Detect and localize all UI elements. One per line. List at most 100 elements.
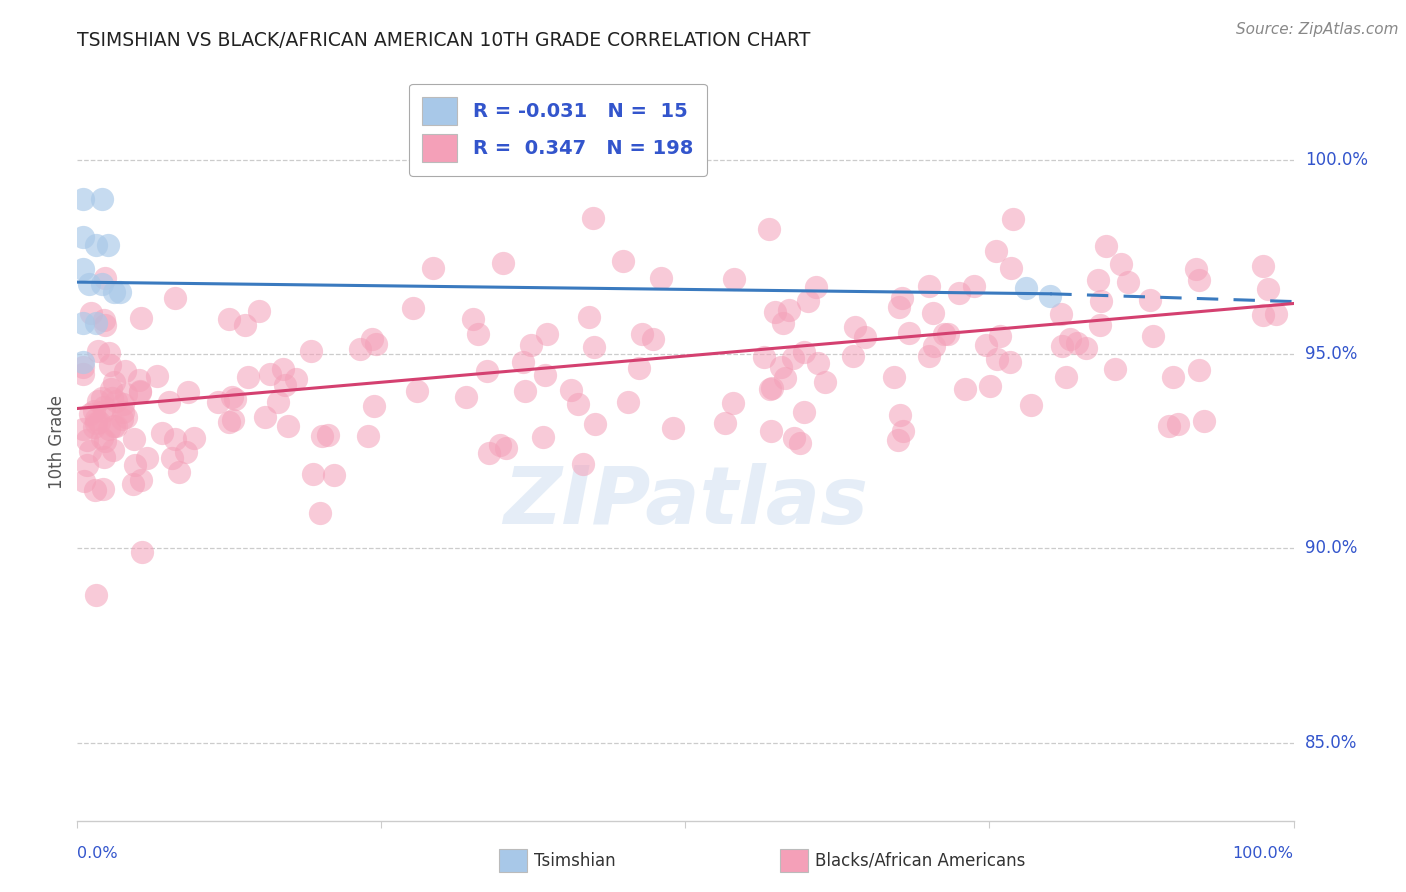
Point bbox=[131, 545, 153, 559]
Point bbox=[405, 384, 427, 398]
Point bbox=[918, 349, 941, 363]
Point bbox=[285, 372, 308, 386]
Text: ZIPatlas: ZIPatlas bbox=[503, 463, 868, 541]
Point bbox=[98, 421, 121, 435]
Point bbox=[512, 354, 534, 368]
Point bbox=[1257, 283, 1279, 297]
Point bbox=[1066, 336, 1088, 351]
Point bbox=[887, 433, 910, 447]
Point bbox=[311, 428, 333, 442]
Point bbox=[793, 404, 815, 418]
Point bbox=[1054, 370, 1077, 384]
Point bbox=[814, 376, 837, 390]
Y-axis label: 10th Grade: 10th Grade bbox=[48, 394, 66, 489]
Point bbox=[91, 431, 114, 445]
Point bbox=[222, 413, 245, 427]
Point bbox=[224, 392, 246, 406]
Point bbox=[76, 433, 98, 447]
Point bbox=[467, 327, 489, 342]
Point bbox=[582, 211, 605, 225]
Point bbox=[1184, 261, 1206, 276]
Point bbox=[97, 238, 120, 252]
Point bbox=[1090, 294, 1112, 309]
Point bbox=[853, 330, 876, 344]
Point bbox=[772, 316, 794, 330]
Point bbox=[349, 343, 371, 357]
Point bbox=[402, 301, 425, 316]
Point bbox=[782, 351, 804, 366]
FancyBboxPatch shape bbox=[780, 849, 808, 872]
Point bbox=[100, 359, 122, 373]
Text: Tsimshian: Tsimshian bbox=[534, 852, 616, 870]
Point bbox=[128, 373, 150, 387]
Point bbox=[135, 451, 157, 466]
Point bbox=[80, 306, 103, 320]
Point bbox=[612, 254, 634, 268]
Point bbox=[129, 384, 152, 399]
Point bbox=[233, 318, 256, 333]
Point bbox=[534, 368, 557, 383]
Point bbox=[361, 332, 384, 346]
Point bbox=[1015, 281, 1038, 295]
Point bbox=[84, 483, 107, 497]
Point bbox=[630, 326, 652, 341]
Point bbox=[124, 458, 146, 472]
Point bbox=[183, 430, 205, 444]
Point bbox=[844, 319, 866, 334]
Point bbox=[1000, 260, 1022, 275]
Point bbox=[793, 344, 815, 359]
Point bbox=[1187, 273, 1209, 287]
Point bbox=[72, 359, 94, 374]
Point bbox=[887, 300, 910, 314]
Point bbox=[72, 230, 94, 244]
Point bbox=[986, 244, 1008, 258]
Point bbox=[93, 400, 115, 414]
Point bbox=[1265, 307, 1288, 321]
Text: Blacks/African Americans: Blacks/African Americans bbox=[815, 852, 1026, 870]
Point bbox=[159, 395, 181, 409]
Point bbox=[761, 381, 783, 395]
Point bbox=[76, 458, 98, 472]
Point bbox=[165, 432, 187, 446]
Point bbox=[309, 506, 332, 520]
Point bbox=[163, 291, 186, 305]
Point bbox=[112, 405, 135, 419]
Point bbox=[759, 425, 782, 439]
Point bbox=[489, 438, 512, 452]
Point bbox=[111, 412, 134, 426]
Point bbox=[108, 285, 131, 299]
Point bbox=[936, 327, 959, 342]
Point bbox=[72, 261, 94, 276]
Point bbox=[806, 280, 828, 294]
Point bbox=[129, 474, 152, 488]
Point bbox=[922, 306, 945, 320]
Point bbox=[259, 367, 281, 381]
Point bbox=[221, 390, 243, 404]
Point bbox=[1095, 239, 1118, 253]
Point bbox=[1104, 362, 1126, 376]
Text: TSIMSHIAN VS BLACK/AFRICAN AMERICAN 10TH GRADE CORRELATION CHART: TSIMSHIAN VS BLACK/AFRICAN AMERICAN 10TH… bbox=[77, 31, 811, 50]
Point bbox=[103, 419, 125, 434]
Point bbox=[84, 412, 107, 426]
Point bbox=[1192, 414, 1215, 428]
Point bbox=[475, 364, 498, 378]
Point bbox=[979, 379, 1001, 393]
Point bbox=[898, 326, 921, 340]
Point bbox=[763, 304, 786, 318]
Point bbox=[1087, 273, 1109, 287]
Point bbox=[807, 356, 830, 370]
Point bbox=[662, 421, 685, 435]
Text: 90.0%: 90.0% bbox=[1305, 540, 1357, 558]
Point bbox=[207, 395, 229, 409]
Point bbox=[1251, 259, 1274, 273]
Point bbox=[72, 474, 94, 488]
Point bbox=[84, 238, 107, 252]
Point bbox=[1251, 308, 1274, 322]
Point bbox=[322, 467, 344, 482]
Point bbox=[1139, 293, 1161, 307]
Point bbox=[100, 382, 122, 396]
Point bbox=[273, 362, 295, 376]
Point bbox=[167, 465, 190, 479]
Point bbox=[841, 349, 863, 363]
Point bbox=[617, 395, 640, 409]
